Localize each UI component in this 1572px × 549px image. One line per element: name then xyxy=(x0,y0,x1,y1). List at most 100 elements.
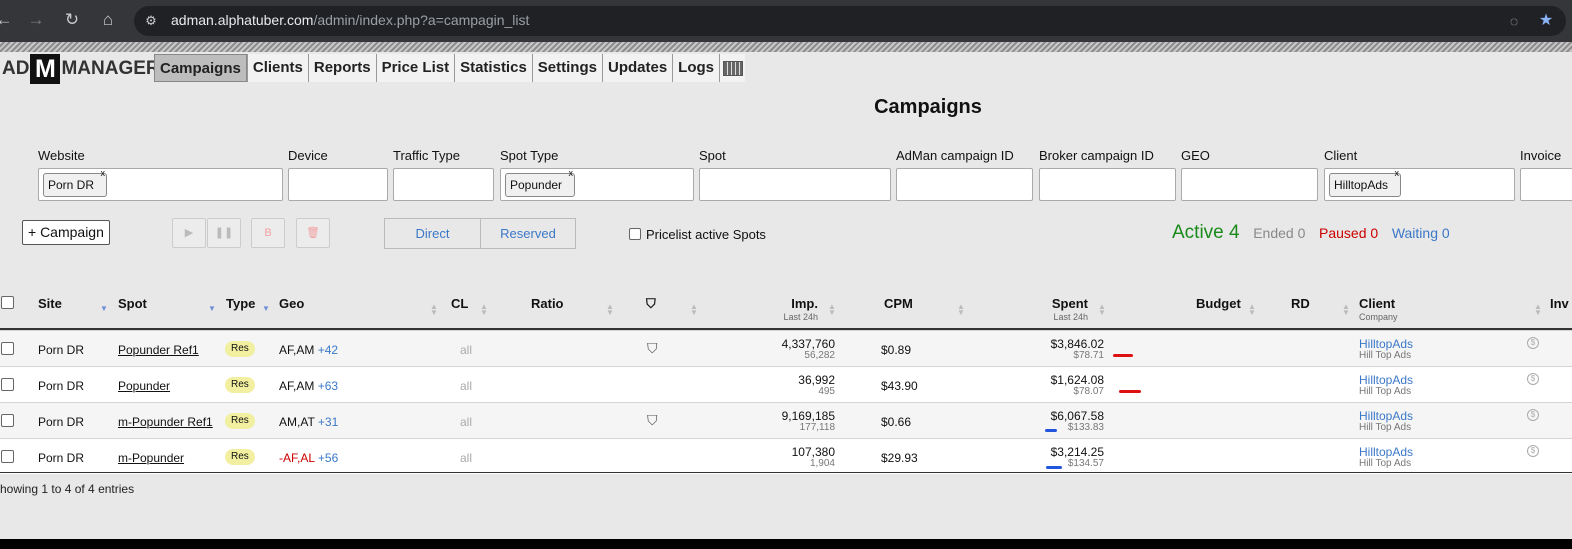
col-rd[interactable]: RD xyxy=(1291,296,1310,311)
col-geo[interactable]: Geo xyxy=(279,296,305,311)
client-link[interactable]: HilltopAds xyxy=(1359,337,1414,351)
col-cpm[interactable]: CPM xyxy=(884,296,913,311)
col-site[interactable]: Site xyxy=(38,296,62,311)
play-icon[interactable]: ▶ xyxy=(172,218,206,248)
sort-icon[interactable]: ▲ ▼ xyxy=(430,302,438,317)
spot-link[interactable]: m-Popunder xyxy=(118,451,185,465)
col-budget[interactable]: Budget xyxy=(1196,296,1241,311)
geo-more-link[interactable]: +42 xyxy=(317,343,339,357)
website-input[interactable]: Porn DR x xyxy=(38,168,283,201)
pricelist-active-spots[interactable]: Pricelist active Spots xyxy=(629,227,766,242)
add-campaign-button[interactable]: + Campaign xyxy=(22,220,110,245)
sort-icon[interactable]: ▲ ▼ xyxy=(690,302,698,317)
sort-desc-icon[interactable]: ▼ xyxy=(208,304,216,313)
table-row[interactable]: Porn DR Popunder Ref1 Res AF,AM +42 all ⛉ 4,33… xyxy=(0,330,1572,366)
sort-icon[interactable]: ▲ ▼ xyxy=(957,302,965,317)
col-inv[interactable]: Inv xyxy=(1550,296,1569,311)
spot-link[interactable]: Popunder Ref1 xyxy=(118,343,199,357)
calendar-icon[interactable] xyxy=(719,54,746,82)
invoice-dollar-icon[interactable]: $ xyxy=(1527,409,1539,421)
col-ratio[interactable]: Ratio xyxy=(531,296,564,311)
address-bar[interactable]: ⚙ adman.alphatuber.com/admin/index.php?a… xyxy=(134,6,1566,36)
menu-price-list[interactable]: Price List xyxy=(375,54,455,82)
invoice-dollar-icon[interactable]: $ xyxy=(1527,373,1539,385)
direct-button[interactable]: Direct xyxy=(384,218,481,249)
broker-id-input[interactable] xyxy=(1039,168,1176,201)
adman-id-input[interactable] xyxy=(896,168,1033,201)
geo-more-link[interactable]: +63 xyxy=(317,379,339,393)
col-client[interactable]: Client Company xyxy=(1359,296,1398,322)
forward-icon[interactable]: → xyxy=(27,10,45,29)
select-all-checkbox[interactable] xyxy=(1,296,14,309)
sort-desc-icon[interactable]: ▼ xyxy=(100,304,108,313)
col-cl[interactable]: CL xyxy=(451,296,469,311)
menu-logs[interactable]: Logs xyxy=(672,54,720,82)
geo-more-link[interactable]: +31 xyxy=(317,415,339,429)
menu-reports[interactable]: Reports xyxy=(307,54,376,82)
sort-icon[interactable]: ▲ ▼ xyxy=(480,302,488,317)
geo-more-link[interactable]: +56 xyxy=(317,451,339,465)
col-type[interactable]: Type xyxy=(226,296,256,311)
back-icon[interactable]: ← xyxy=(0,10,13,29)
invoice-dollar-icon[interactable]: $ xyxy=(1527,445,1539,457)
menu-campaigns[interactable]: Campaigns xyxy=(154,54,247,82)
eye-off-icon[interactable]: ◌ xyxy=(1509,13,1519,29)
col-imp[interactable]: Imp. Last 24h xyxy=(783,296,818,322)
home-icon[interactable]: ⌂ xyxy=(102,10,114,29)
invoice-input[interactable] xyxy=(1520,168,1572,201)
b-button[interactable]: B xyxy=(251,218,285,248)
geo-input[interactable] xyxy=(1181,168,1318,201)
col-spent[interactable]: Spent Last 24h xyxy=(1051,296,1088,322)
sort-desc-icon[interactable]: ▼ xyxy=(262,304,270,313)
filter-client: Client HilltopAds x xyxy=(1324,148,1515,201)
sort-icon[interactable]: ▲ ▼ xyxy=(1248,302,1256,317)
menu-settings[interactable]: Settings xyxy=(531,54,602,82)
table-row[interactable]: Porn DR m-Popunder Res -AF,AL +56 all 107,380… xyxy=(0,438,1572,474)
row-checkbox[interactable] xyxy=(1,450,14,463)
remove-tag-icon[interactable]: x xyxy=(100,168,106,178)
menu-clients[interactable]: Clients xyxy=(246,54,308,82)
client-link[interactable]: HilltopAds xyxy=(1359,445,1414,459)
menu-updates[interactable]: Updates xyxy=(601,54,673,82)
site-info-icon[interactable]: ⚙ xyxy=(145,13,157,28)
filter-broker-id: Broker campaign ID xyxy=(1039,148,1176,201)
active-count[interactable]: Active 4 xyxy=(1172,222,1240,243)
table-header-divider xyxy=(0,328,1572,330)
sort-icon[interactable]: ▲ ▼ xyxy=(1342,302,1350,317)
bookmark-star-icon[interactable]: ★ xyxy=(1538,12,1554,29)
sort-icon[interactable]: ▲ ▼ xyxy=(606,302,614,317)
delete-icon[interactable]: 🗑 xyxy=(296,218,330,248)
menu-statistics[interactable]: Statistics xyxy=(454,54,532,82)
traffic-type-input[interactable] xyxy=(393,168,494,201)
sort-icon[interactable]: ▲ ▼ xyxy=(1534,302,1542,317)
pricelist-checkbox[interactable] xyxy=(629,228,641,240)
spent-cell: $1,624.08 $78.07 xyxy=(1050,373,1104,397)
invoice-dollar-icon[interactable]: $ xyxy=(1527,337,1539,349)
row-checkbox[interactable] xyxy=(1,342,14,355)
spot-input[interactable] xyxy=(699,168,891,201)
spot-type-input[interactable]: Popunder x xyxy=(500,168,694,201)
spot-link[interactable]: Popunder xyxy=(118,379,171,393)
table-row[interactable]: Porn DR Popunder Res AF,AM +63 all 36,992 495 $… xyxy=(0,366,1572,402)
client-link[interactable]: HilltopAds xyxy=(1359,373,1414,387)
client-input[interactable]: HilltopAds x xyxy=(1324,168,1515,201)
row-checkbox[interactable] xyxy=(1,378,14,391)
spot-link[interactable]: m-Popunder Ref1 xyxy=(118,415,213,429)
device-input[interactable] xyxy=(288,168,388,201)
client-link[interactable]: HilltopAds xyxy=(1359,409,1414,423)
reload-icon[interactable]: ↻ xyxy=(64,10,80,29)
waiting-count[interactable]: Waiting 0 xyxy=(1391,225,1450,241)
sort-icon[interactable]: ▲ ▼ xyxy=(1098,302,1106,317)
ended-count[interactable]: Ended 0 xyxy=(1253,225,1306,241)
remove-tag-icon[interactable]: x xyxy=(1394,168,1400,178)
pause-icon[interactable]: ❚❚ xyxy=(207,218,241,248)
table-row[interactable]: Porn DR m-Popunder Ref1 Res AM,AT +31 all ⛉ 9,… xyxy=(0,402,1572,438)
admanager-logo[interactable]: AD M MANAGER xyxy=(2,54,160,84)
shield-header-icon[interactable]: ⛉ xyxy=(646,296,656,311)
col-spot[interactable]: Spot xyxy=(118,296,147,311)
reserved-button[interactable]: Reserved xyxy=(480,218,576,249)
remove-tag-icon[interactable]: x xyxy=(568,168,574,178)
row-checkbox[interactable] xyxy=(1,414,14,427)
paused-count[interactable]: Paused 0 xyxy=(1319,225,1379,241)
sort-icon[interactable]: ▲ ▼ xyxy=(828,302,836,317)
